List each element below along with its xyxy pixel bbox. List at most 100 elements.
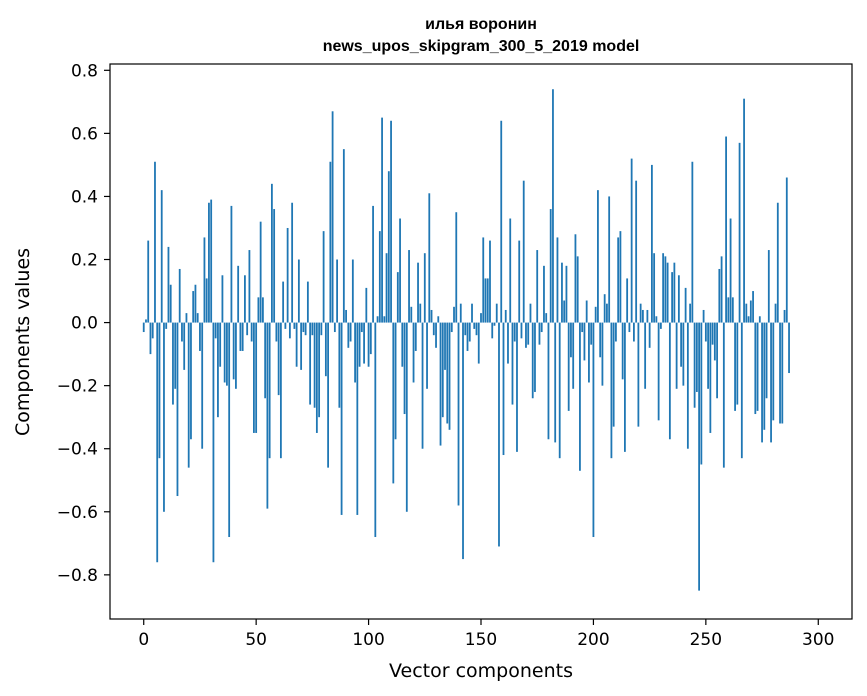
bar bbox=[525, 322, 527, 348]
bar bbox=[320, 322, 323, 336]
bar bbox=[414, 322, 417, 351]
bar bbox=[507, 322, 509, 364]
bar bbox=[190, 322, 192, 440]
bar bbox=[387, 171, 390, 323]
bar bbox=[181, 322, 183, 342]
bar bbox=[677, 275, 680, 323]
bar bbox=[302, 322, 305, 333]
bar bbox=[671, 272, 674, 323]
bar bbox=[262, 297, 264, 323]
bar bbox=[259, 221, 262, 323]
bar bbox=[556, 237, 559, 323]
bar bbox=[358, 322, 361, 367]
bar bbox=[257, 297, 260, 323]
bar bbox=[315, 322, 318, 433]
bar bbox=[666, 262, 669, 323]
bar bbox=[482, 237, 485, 323]
bar bbox=[437, 316, 440, 323]
bar bbox=[538, 322, 541, 345]
bar bbox=[585, 300, 588, 323]
bar bbox=[412, 322, 415, 383]
bar bbox=[160, 190, 163, 323]
bar bbox=[448, 322, 451, 430]
bar bbox=[174, 322, 177, 389]
bar bbox=[491, 322, 494, 339]
bar bbox=[655, 316, 658, 323]
bar bbox=[365, 287, 368, 323]
bar bbox=[615, 322, 617, 342]
bar bbox=[783, 309, 786, 323]
y-tick-label: 0.4 bbox=[71, 187, 98, 207]
bar bbox=[770, 322, 772, 443]
bar bbox=[327, 322, 329, 468]
x-axis-ticks: 0 50 100 150 200 250 300 bbox=[138, 619, 834, 650]
bar bbox=[471, 303, 473, 323]
bar bbox=[342, 149, 345, 323]
bar bbox=[592, 322, 595, 538]
bar bbox=[187, 322, 190, 468]
bar bbox=[288, 322, 291, 339]
bar bbox=[500, 120, 503, 323]
bar bbox=[333, 322, 336, 333]
bar bbox=[192, 291, 195, 323]
x-tick-label: 250 bbox=[690, 630, 722, 650]
bar bbox=[158, 322, 161, 459]
bar bbox=[295, 322, 298, 367]
bar bbox=[203, 237, 206, 323]
bar bbox=[495, 303, 498, 323]
bar bbox=[527, 322, 530, 345]
bar bbox=[322, 231, 325, 323]
bar bbox=[419, 303, 422, 323]
bar bbox=[455, 212, 458, 323]
bar bbox=[608, 196, 611, 323]
bar bbox=[662, 253, 665, 323]
bar bbox=[430, 309, 433, 323]
bar bbox=[151, 322, 154, 339]
bar bbox=[599, 322, 602, 358]
bar bbox=[426, 322, 428, 389]
bar bbox=[689, 303, 692, 323]
bar bbox=[590, 322, 593, 345]
bar bbox=[293, 322, 296, 329]
bar bbox=[772, 322, 775, 421]
y-tick-label: 0.0 bbox=[71, 314, 98, 334]
bar bbox=[680, 322, 683, 367]
y-tick-label: −0.6 bbox=[57, 503, 98, 523]
chart-title-line-2: news_upos_skipgram_300_5_2019 model bbox=[323, 38, 640, 55]
bar bbox=[713, 322, 716, 361]
bar bbox=[185, 313, 188, 323]
chart-title-line-1: илья воронин bbox=[425, 16, 537, 33]
bar bbox=[707, 322, 709, 389]
bar bbox=[392, 322, 395, 484]
bar bbox=[270, 183, 273, 323]
bar bbox=[673, 262, 676, 323]
bar bbox=[554, 322, 557, 443]
bar bbox=[196, 313, 199, 323]
bar bbox=[761, 322, 763, 443]
bar bbox=[767, 250, 770, 323]
bar bbox=[462, 322, 464, 560]
bar bbox=[149, 322, 152, 355]
bar bbox=[399, 218, 401, 323]
bar bbox=[653, 253, 656, 323]
bar bbox=[597, 190, 599, 323]
bar bbox=[774, 303, 777, 323]
bar bbox=[558, 322, 561, 459]
bar bbox=[657, 322, 660, 421]
bar bbox=[183, 322, 186, 370]
bar bbox=[612, 322, 615, 427]
bar bbox=[628, 322, 631, 333]
bar bbox=[178, 268, 181, 323]
bar bbox=[664, 256, 667, 323]
bar bbox=[601, 322, 604, 386]
bar bbox=[214, 322, 217, 339]
bar bbox=[376, 316, 379, 323]
y-tick-label: −0.4 bbox=[57, 440, 98, 460]
bar bbox=[668, 322, 671, 440]
bar bbox=[626, 278, 629, 323]
bar bbox=[698, 322, 700, 591]
bar bbox=[356, 322, 359, 515]
